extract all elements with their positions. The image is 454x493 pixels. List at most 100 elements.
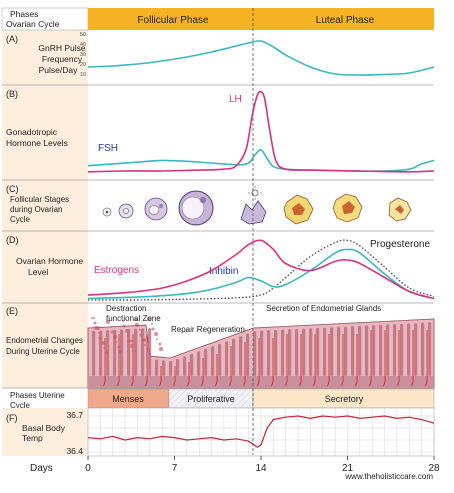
spiral-artery [229,346,232,387]
endometrial-gland [323,327,327,376]
basal-layer [88,376,434,388]
spiral-artery [117,334,120,387]
spiral-artery [201,358,204,387]
spiral-artery [327,334,330,387]
menstrual-debris [98,332,100,334]
primordial-follicle-icon [102,207,112,217]
section-b-label-line1: Gonadotropic [6,127,58,137]
spiral-artery [145,334,148,387]
endometrial-gland [281,329,285,376]
section-d-label-line2: Level [28,267,48,277]
endometrial-gland [197,351,201,376]
endometrial-gland [92,330,96,376]
endometrial-gland [225,341,229,376]
endometrial-gland [365,325,369,376]
endometrial-gland [134,328,138,376]
section-d-letter: (D) [6,235,19,245]
endometrial-gland [358,325,362,376]
spiral-artery [299,334,302,387]
day-tick-7: 7 [172,463,178,474]
spiral-artery [215,354,218,387]
menstrual-debris [101,341,105,345]
endometrial-gland [372,325,376,376]
endometrial-gland [246,333,250,376]
menstrual-debris [135,323,139,327]
endometrium-illustration [87,317,435,389]
endometrial-gland [260,330,264,376]
secretion-label: Secretion of Endometrial Glands [266,304,381,313]
gnrh-y-ticks: 50 40 30 20 10 [80,32,86,78]
section-c-letter: (C) [6,184,19,194]
header-ovarian-cycle-label: Ovarian Cycle [6,19,60,29]
endometrial-gland [155,359,159,376]
menstrual-debris [142,338,146,342]
uterine-phase-label-line1: Phases Uterine [10,391,65,400]
endometrial-gland [162,360,166,376]
endometrial-gland [309,328,313,376]
spiral-artery [425,330,428,387]
watermark-url: www.theholisticcare.com [344,472,433,481]
endometrial-gland [239,336,243,376]
menses-label: Menses [112,394,144,404]
spiral-artery [103,338,106,387]
menstrual-debris [117,345,121,349]
day-tick-14: 14 [255,463,267,474]
section-c-label-line3: Cycle [10,215,31,224]
menstrual-debris [134,318,138,322]
section-b-label-line2: Hormone Levels [6,138,68,148]
menstrual-debris [129,339,133,343]
section-b-letter: (B) [6,89,18,99]
section-c-label-line1: Follicular Stages [10,195,69,204]
day-tick-0: 0 [85,463,91,474]
spiral-artery [173,366,176,387]
menstrual-debris [122,324,126,328]
endometrial-gland [253,331,257,376]
menstrual-debris [151,327,155,331]
menstrual-debris [158,342,162,346]
gnrh-tick-20: 20 [80,62,86,68]
endometrial-gland [379,324,383,376]
progesterone-label: Progesterone [370,239,430,250]
menstrual-debris [127,335,129,337]
mature-corpus-luteum-icon [332,193,363,223]
section-e-label-line2: During Uterine Cycle [6,347,80,356]
spiral-artery [187,362,190,387]
secondary-follicle-icon [144,197,168,221]
endometrial-gland [267,330,271,376]
menstrual-debris [132,350,134,352]
menstrual-debris [147,317,151,321]
corpus-luteum-icon [283,194,314,225]
spiral-artery [383,330,386,387]
inhibin-line [87,248,435,300]
endometrial-gland [190,353,194,376]
endometrial-gland [148,328,152,376]
endometrial-gland [211,346,215,376]
section-f-label-line1: Basal Body [22,423,66,433]
section-e-letter: (E) [6,306,18,316]
endometrial-gland [218,343,222,376]
menstrual-debris [98,336,102,340]
endometrial-gland [295,328,299,376]
menstrual-debris [115,341,117,343]
section-c-label-line2: during Ovarian [10,205,62,214]
spiral-artery [397,330,400,387]
menstrual-debris [139,333,143,337]
endometrial-gland [421,322,425,376]
graafian-follicle-icon [178,190,214,226]
menstrual-debris [139,329,141,331]
section-a-label-line1: GnRH Pulse [38,43,86,53]
temp-grid [87,407,435,457]
menstrual-debris [125,329,129,333]
endometrial-gland [183,356,187,376]
destruction-label-line1: Destraction [106,304,146,313]
header-phases-label: Phases [10,9,38,19]
endometrial-gland [274,329,278,376]
spiral-artery [369,330,372,387]
menstrual-debris [96,326,100,330]
temp-low-tick: 36.4 [66,446,83,456]
menstrual-debris [146,348,150,352]
destruction-label-line2: functional Zone [106,314,161,323]
spiral-artery [243,342,246,387]
